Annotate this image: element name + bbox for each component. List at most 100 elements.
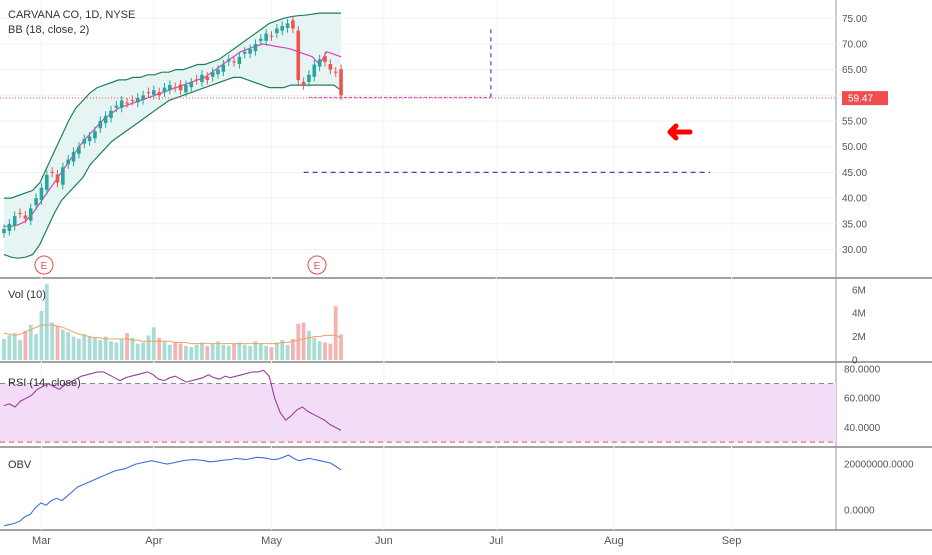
candle-body bbox=[264, 33, 268, 41]
price-tick-label: 55.00 bbox=[842, 117, 867, 128]
rsi-tick-label: 40.0000 bbox=[844, 423, 881, 434]
volume-bar bbox=[44, 284, 49, 360]
volume-pane bbox=[2, 284, 343, 360]
volume-bar bbox=[60, 329, 65, 360]
candle-body bbox=[178, 84, 183, 91]
candle-body bbox=[189, 82, 194, 88]
volume-bar bbox=[157, 337, 162, 360]
obv-title: OBV bbox=[8, 459, 32, 471]
candle-body bbox=[12, 216, 17, 226]
time-axis-label: Apr bbox=[145, 535, 162, 547]
candle-body bbox=[333, 71, 338, 73]
volume-bar bbox=[210, 343, 215, 360]
rsi-line bbox=[3, 369, 342, 431]
candle-body bbox=[23, 215, 28, 219]
volume-bar bbox=[87, 336, 92, 360]
candle-body bbox=[226, 59, 231, 62]
volume-tick-label: 6M bbox=[852, 285, 866, 296]
volume-bar bbox=[269, 347, 274, 360]
candle-body bbox=[82, 139, 87, 144]
volume-ma-line bbox=[3, 324, 342, 345]
volume-bar bbox=[253, 341, 258, 360]
volume-bar bbox=[55, 326, 60, 360]
volume-bar bbox=[82, 334, 87, 360]
candle-body bbox=[168, 85, 172, 90]
obv-line bbox=[3, 454, 342, 527]
volume-bar bbox=[23, 330, 28, 360]
volume-bar bbox=[232, 343, 236, 360]
candle-body bbox=[114, 105, 119, 108]
volume-bar bbox=[71, 336, 76, 360]
current-price-badge: 59.47 bbox=[842, 91, 888, 106]
volume-bar bbox=[130, 337, 135, 360]
volume-bar bbox=[12, 333, 17, 360]
candle-body bbox=[323, 56, 327, 62]
time-axis-label: Aug bbox=[604, 535, 624, 547]
volume-bar bbox=[226, 345, 231, 360]
volume-bar bbox=[242, 344, 247, 360]
volume-tick-label: 4M bbox=[852, 309, 866, 320]
price-tick-label: 30.00 bbox=[842, 245, 867, 256]
volume-bar bbox=[258, 343, 263, 360]
obv-pane bbox=[3, 454, 342, 527]
volume-bar bbox=[194, 344, 199, 360]
rsi-pane bbox=[0, 369, 836, 443]
volume-bar bbox=[274, 342, 279, 360]
candle-body bbox=[119, 100, 124, 108]
volume-bar bbox=[333, 306, 338, 360]
volume-bar bbox=[237, 342, 242, 360]
volume-bar bbox=[184, 345, 188, 360]
price-tick-label: 45.00 bbox=[842, 168, 867, 179]
candle-body bbox=[39, 187, 44, 201]
bollinger-lower-line bbox=[3, 76, 342, 259]
candle-body bbox=[242, 51, 247, 54]
volume-bar bbox=[200, 342, 204, 360]
volume-bar bbox=[28, 324, 33, 360]
candle-body bbox=[125, 102, 129, 104]
volume-bar bbox=[119, 338, 124, 360]
earnings-marker-icon bbox=[307, 255, 327, 275]
volume-bar bbox=[264, 345, 269, 360]
candle-body bbox=[296, 30, 301, 80]
volume-bar bbox=[221, 344, 226, 360]
bollinger-upper-line bbox=[4, 12, 341, 199]
candle-body bbox=[194, 79, 199, 81]
price-tick-label: 65.00 bbox=[842, 65, 867, 76]
candle-body bbox=[237, 56, 242, 64]
candle-body bbox=[184, 85, 188, 93]
candle-body bbox=[50, 171, 54, 173]
candle-body bbox=[162, 87, 167, 93]
candle-body bbox=[232, 61, 236, 63]
bollinger-fill bbox=[4, 13, 341, 259]
volume-bar bbox=[50, 322, 55, 360]
candle-body bbox=[269, 35, 274, 37]
volume-bar bbox=[93, 337, 97, 360]
volume-bar bbox=[216, 341, 220, 360]
volume-tick-label: 2M bbox=[852, 332, 866, 343]
candle-body bbox=[71, 151, 76, 162]
volume-bar bbox=[103, 336, 108, 360]
candle-body bbox=[130, 99, 135, 101]
volume-bar bbox=[317, 341, 322, 360]
volume-bar bbox=[301, 322, 306, 360]
volume-bar bbox=[125, 333, 129, 360]
time-axis-label: May bbox=[261, 535, 282, 547]
volume-bar bbox=[189, 347, 194, 360]
volume-bar bbox=[312, 337, 317, 360]
volume-bar bbox=[248, 345, 252, 360]
volume-bar bbox=[162, 341, 167, 360]
price-tick-label: 75.00 bbox=[842, 14, 867, 25]
candle-body bbox=[45, 174, 49, 190]
candle-body bbox=[109, 110, 113, 118]
volume-bar bbox=[7, 335, 12, 360]
earnings-marker-label: E bbox=[41, 261, 48, 272]
volume-bar bbox=[173, 342, 178, 360]
volume-bar bbox=[109, 341, 113, 360]
right-price-axis: 75.0070.0065.0060.0055.0050.0045.0040.00… bbox=[842, 14, 914, 516]
candle-body bbox=[28, 208, 33, 221]
candle-body bbox=[34, 198, 38, 206]
candle-body bbox=[253, 43, 258, 52]
candle-body bbox=[312, 64, 317, 77]
volume-bar bbox=[307, 330, 311, 360]
